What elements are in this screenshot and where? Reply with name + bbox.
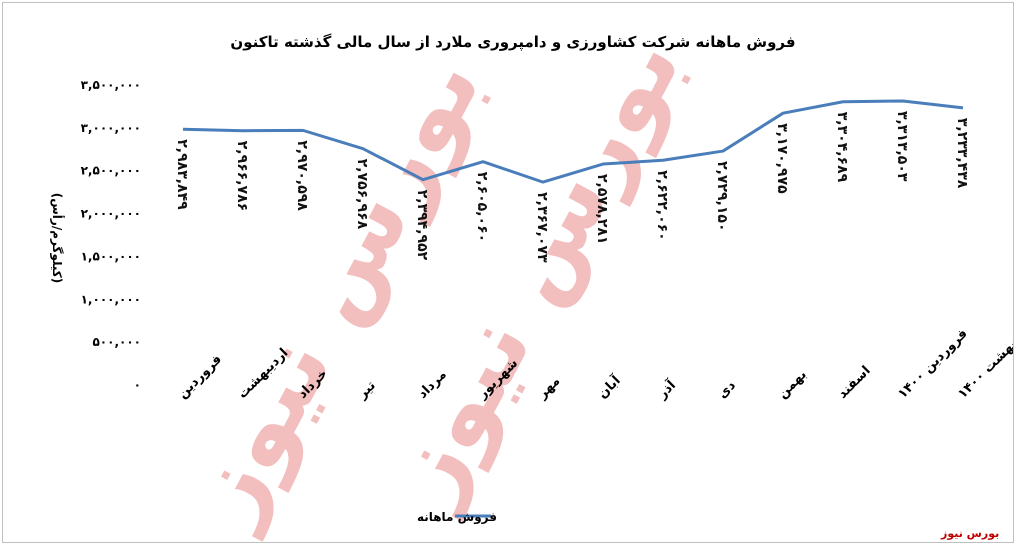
legend: فروش ماهانه [417,510,497,525]
y-tick-label: ۳,۰۰۰,۰۰۰ [81,121,141,135]
data-label: ۲,۹۶۶,۷۸۶ [234,141,250,211]
y-tick-label: ۲,۵۰۰,۰۰۰ [81,164,141,178]
series-line [182,99,964,184]
x-tick-label: آذر [653,376,679,402]
y-tick-label: ۵۰۰,۰۰۰ [92,335,141,349]
x-tick-label: تیر [355,378,379,402]
x-tick-label: بهمن [775,367,810,402]
data-label: ۲,۷۵۶,۹۶۸ [354,159,370,230]
y-axis-ticks: ۰ ۵۰۰,۰۰۰ ۱,۰۰۰,۰۰۰ ۱,۵۰۰,۰۰۰ ۲,۰۰۰,۰۰۰ ۲,۵۰۰… [81,78,141,392]
line-chart: فروش ماهانه شرکت کشاورزی و دامپروری ملار… [49,17,1013,542]
x-tick-label: دی [715,378,739,402]
data-label: ۲,۷۲۹,۱۵۰ [714,161,730,231]
y-tick-label: ۳,۵۰۰,۰۰۰ [81,78,141,92]
x-tick-label: اسفند [835,363,873,401]
data-label: ۲,۳۹۴,۹۵۲ [414,190,430,261]
data-label: ۳,۲۳۳,۴۳۸ [954,118,970,189]
y-tick-label: ۰ [134,378,141,392]
data-label: ۲,۳۶۷,۰۷۳ [534,192,550,263]
data-label: ۲,۹۸۳,۸۴۹ [174,139,190,210]
chart-title: فروش ماهانه شرکت کشاورزی و دامپروری ملار… [230,33,795,52]
y-tick-label: ۱,۰۰۰,۰۰۰ [81,292,141,306]
x-tick-label: مهر [535,374,564,403]
data-label: ۲,۶۲۲,۰۶۰ [654,170,670,240]
y-axis-label: (کیلوگرم/رأس) [49,193,65,283]
y-tick-label: ۲,۰۰۰,۰۰۰ [81,207,141,221]
data-label: ۲,۹۷۰,۵۹۸ [294,140,310,211]
data-label: ۲,۶۰۵,۰۶۰ [474,172,490,242]
legend-label: فروش ماهانه [417,510,497,525]
x-tick-label: آبان [594,372,624,402]
watermark: بورس نیوز بورس نیوز [163,17,703,542]
y-tick-label: ۱,۵۰۰,۰۰۰ [81,249,141,263]
data-label: ۳,۳۰۴,۶۸۹ [834,112,850,183]
data-label: ۲,۵۷۸,۲۸۱ [594,174,610,244]
data-labels: ۲,۹۸۳,۸۴۹ ۲,۹۶۶,۷۸۶ ۲,۹۷۰,۵۹۸ ۲,۷۵۶,۹۶۸ ۲,۳۹… [174,111,970,263]
source-label: بورس نیوز [941,527,1000,540]
series-layer [182,99,964,184]
data-label: ۳,۱۷۰,۹۷۵ [774,123,790,194]
data-label: ۳,۳۱۳,۵۰۳ [894,111,910,182]
